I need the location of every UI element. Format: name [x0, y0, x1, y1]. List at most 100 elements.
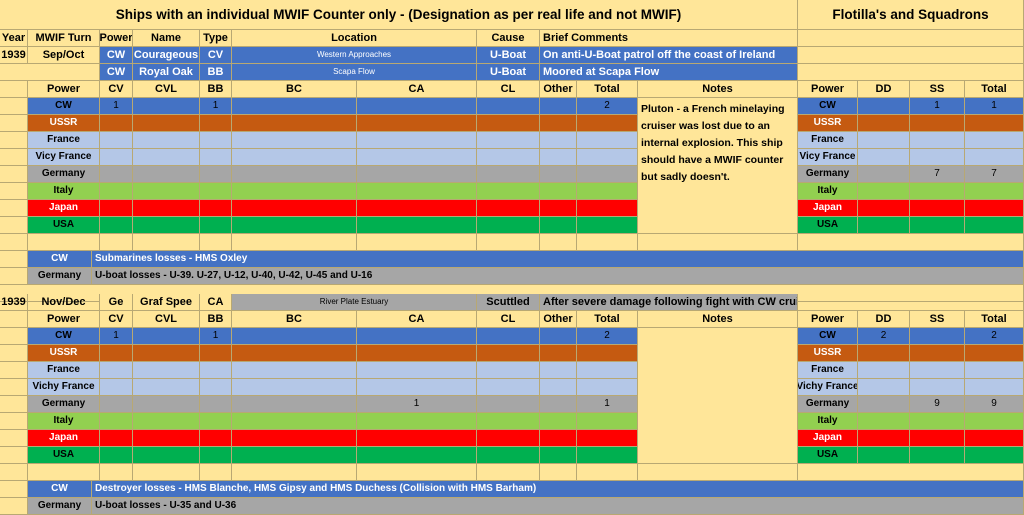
- block-year[interactable]: 1939: [0, 294, 28, 311]
- loss-bc[interactable]: [232, 362, 357, 379]
- flotilla-power[interactable]: Germany: [798, 166, 858, 183]
- loss-bb[interactable]: [200, 396, 232, 413]
- loss-other[interactable]: [540, 328, 577, 345]
- spacer[interactable]: [200, 234, 232, 251]
- loss-cv[interactable]: [100, 149, 133, 166]
- losses-header-0[interactable]: Power: [28, 81, 100, 98]
- spacer[interactable]: [638, 464, 798, 481]
- block-turn[interactable]: Sep/Oct: [28, 47, 100, 64]
- block-turn[interactable]: Nov/Dec: [28, 294, 100, 311]
- loss-cv[interactable]: [100, 345, 133, 362]
- gutter[interactable]: [0, 447, 28, 464]
- loss-ca[interactable]: [357, 217, 477, 234]
- loss-cl[interactable]: [477, 396, 540, 413]
- loss-other[interactable]: [540, 166, 577, 183]
- flotilla-power[interactable]: Vicy France: [798, 149, 858, 166]
- loss-cv[interactable]: 1: [100, 328, 133, 345]
- loss-cv[interactable]: [100, 379, 133, 396]
- flotilla-power[interactable]: Japan: [798, 200, 858, 217]
- row-power[interactable]: USSR: [28, 115, 100, 132]
- flotilla-header-1[interactable]: DD: [858, 311, 910, 328]
- loss-ca[interactable]: [357, 413, 477, 430]
- spacer[interactable]: [798, 234, 1024, 251]
- flotilla-power[interactable]: USSR: [798, 115, 858, 132]
- loss-bb[interactable]: 1: [200, 98, 232, 115]
- flotilla-header-3[interactable]: Total: [965, 311, 1024, 328]
- loss-cl[interactable]: [477, 166, 540, 183]
- side-blank[interactable]: [798, 30, 1024, 47]
- loss-cl[interactable]: [477, 217, 540, 234]
- flotilla-dd[interactable]: [858, 345, 910, 362]
- flotilla-dd[interactable]: [858, 379, 910, 396]
- ship-location[interactable]: Western Approaches: [232, 47, 477, 64]
- flotilla-ss[interactable]: [910, 328, 965, 345]
- loss-bc[interactable]: [232, 447, 357, 464]
- loss-cl[interactable]: [477, 200, 540, 217]
- losses-header-8[interactable]: Total: [577, 311, 638, 328]
- flotilla-total[interactable]: [965, 413, 1024, 430]
- flotilla-header-3[interactable]: Total: [965, 81, 1024, 98]
- loss-bc[interactable]: [232, 328, 357, 345]
- blank[interactable]: [0, 64, 100, 81]
- flotilla-total[interactable]: 1: [965, 98, 1024, 115]
- loss-bc[interactable]: [232, 98, 357, 115]
- loss-cl[interactable]: [477, 362, 540, 379]
- loss-cl[interactable]: [477, 345, 540, 362]
- spacer[interactable]: [357, 234, 477, 251]
- side-blank[interactable]: [798, 64, 1024, 81]
- flotilla-dd[interactable]: [858, 217, 910, 234]
- ship-name[interactable]: Royal Oak: [133, 64, 200, 81]
- loss-cvl[interactable]: [133, 132, 200, 149]
- loss-other[interactable]: [540, 379, 577, 396]
- loss-cvl[interactable]: [133, 217, 200, 234]
- gutter[interactable]: [0, 98, 28, 115]
- gutter[interactable]: [0, 328, 28, 345]
- row-power[interactable]: Japan: [28, 200, 100, 217]
- flotilla-header-1[interactable]: DD: [858, 81, 910, 98]
- losses-header-8[interactable]: Total: [577, 81, 638, 98]
- gutter[interactable]: [0, 396, 28, 413]
- loss-total[interactable]: 1: [577, 396, 638, 413]
- flotilla-total[interactable]: [965, 447, 1024, 464]
- loss-bc[interactable]: [232, 217, 357, 234]
- losses-header-5[interactable]: CA: [357, 81, 477, 98]
- loss-ca[interactable]: [357, 115, 477, 132]
- spacer[interactable]: [133, 234, 200, 251]
- flotilla-ss[interactable]: [910, 379, 965, 396]
- loss-bc[interactable]: [232, 115, 357, 132]
- losses-header-9[interactable]: Notes: [638, 311, 798, 328]
- row-power[interactable]: Vicy France: [28, 149, 100, 166]
- spacer[interactable]: [133, 464, 200, 481]
- gutter[interactable]: [0, 311, 28, 328]
- spacer[interactable]: [577, 234, 638, 251]
- gutter[interactable]: [0, 149, 28, 166]
- summary-power[interactable]: Germany: [28, 498, 92, 515]
- loss-cl[interactable]: [477, 328, 540, 345]
- gutter[interactable]: [0, 413, 28, 430]
- ship-location[interactable]: Scapa Flow: [232, 64, 477, 81]
- loss-ca[interactable]: [357, 328, 477, 345]
- losses-header-2[interactable]: CVL: [133, 81, 200, 98]
- loss-other[interactable]: [540, 396, 577, 413]
- flotilla-ss[interactable]: [910, 132, 965, 149]
- flotilla-total[interactable]: 2: [965, 328, 1024, 345]
- flotilla-power[interactable]: Germany: [798, 396, 858, 413]
- ship-power[interactable]: CW: [100, 47, 133, 64]
- loss-total[interactable]: [577, 413, 638, 430]
- flotilla-power[interactable]: Vichy France: [798, 379, 858, 396]
- loss-cl[interactable]: [477, 447, 540, 464]
- losses-header-3[interactable]: BB: [200, 81, 232, 98]
- loss-ca[interactable]: [357, 345, 477, 362]
- loss-cvl[interactable]: [133, 345, 200, 362]
- loss-cv[interactable]: [100, 217, 133, 234]
- gutter[interactable]: [0, 251, 28, 268]
- loss-total[interactable]: [577, 447, 638, 464]
- flotilla-total[interactable]: [965, 379, 1024, 396]
- spacer[interactable]: [577, 464, 638, 481]
- loss-total[interactable]: 2: [577, 328, 638, 345]
- ship-type[interactable]: CV: [200, 47, 232, 64]
- loss-cv[interactable]: [100, 200, 133, 217]
- gutter[interactable]: [0, 234, 28, 251]
- loss-bb[interactable]: [200, 183, 232, 200]
- loss-other[interactable]: [540, 132, 577, 149]
